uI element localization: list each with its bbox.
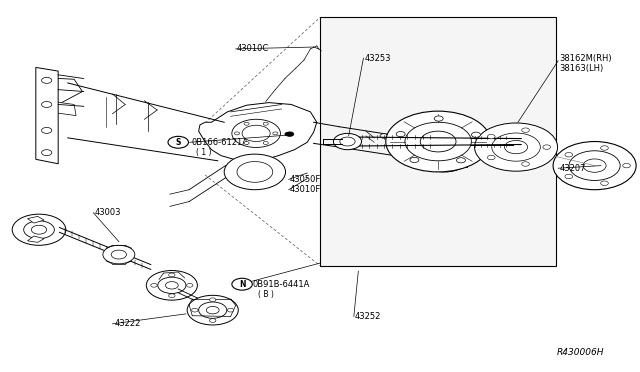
Circle shape xyxy=(600,181,608,186)
Circle shape xyxy=(31,225,47,234)
Circle shape xyxy=(244,141,249,144)
Text: N: N xyxy=(239,280,245,289)
Polygon shape xyxy=(198,103,317,161)
Polygon shape xyxy=(47,101,76,116)
Circle shape xyxy=(569,151,620,180)
Circle shape xyxy=(410,157,419,163)
Circle shape xyxy=(242,125,270,141)
Circle shape xyxy=(166,282,178,289)
Circle shape xyxy=(553,141,636,190)
Circle shape xyxy=(522,128,529,132)
Text: 43003: 43003 xyxy=(95,208,121,217)
Circle shape xyxy=(209,298,216,302)
Circle shape xyxy=(187,295,238,325)
Circle shape xyxy=(103,245,135,264)
Circle shape xyxy=(380,134,388,138)
Text: 43207: 43207 xyxy=(559,164,586,173)
Circle shape xyxy=(12,214,66,245)
Text: ( 1 ): ( 1 ) xyxy=(196,148,212,157)
Circle shape xyxy=(623,163,630,168)
Polygon shape xyxy=(45,78,83,105)
Circle shape xyxy=(286,132,294,137)
Circle shape xyxy=(522,162,529,166)
Polygon shape xyxy=(36,67,58,164)
Circle shape xyxy=(488,134,495,139)
Circle shape xyxy=(285,132,291,136)
Text: 43252: 43252 xyxy=(355,312,381,321)
Circle shape xyxy=(456,158,465,163)
Circle shape xyxy=(340,137,355,146)
Circle shape xyxy=(42,77,52,83)
Circle shape xyxy=(386,111,490,172)
Circle shape xyxy=(504,140,527,154)
Circle shape xyxy=(169,294,175,298)
Circle shape xyxy=(232,119,280,147)
Text: 43253: 43253 xyxy=(365,54,391,62)
Circle shape xyxy=(158,277,186,294)
Circle shape xyxy=(543,145,550,149)
Circle shape xyxy=(432,166,437,169)
Circle shape xyxy=(434,116,443,121)
Text: 43050F: 43050F xyxy=(290,175,321,184)
Circle shape xyxy=(420,131,456,152)
Circle shape xyxy=(565,174,573,179)
Circle shape xyxy=(198,302,227,318)
Circle shape xyxy=(42,102,52,108)
Circle shape xyxy=(232,278,252,290)
Circle shape xyxy=(474,123,557,171)
Circle shape xyxy=(42,150,52,155)
Circle shape xyxy=(237,161,273,182)
Circle shape xyxy=(600,146,608,150)
Polygon shape xyxy=(434,142,461,172)
Circle shape xyxy=(565,153,573,157)
Circle shape xyxy=(452,166,458,169)
Circle shape xyxy=(452,145,458,148)
Text: ( B ): ( B ) xyxy=(258,290,274,299)
Circle shape xyxy=(488,155,495,160)
Circle shape xyxy=(151,283,157,287)
Circle shape xyxy=(209,319,216,323)
Circle shape xyxy=(472,132,481,137)
Text: S: S xyxy=(175,138,181,147)
Circle shape xyxy=(419,142,470,172)
Circle shape xyxy=(396,132,405,137)
Text: 43010C: 43010C xyxy=(237,44,269,53)
Circle shape xyxy=(224,154,285,190)
Circle shape xyxy=(263,122,268,125)
Text: 43010F: 43010F xyxy=(290,185,321,194)
Circle shape xyxy=(206,307,219,314)
Circle shape xyxy=(168,137,188,148)
Circle shape xyxy=(492,133,540,161)
Circle shape xyxy=(273,132,278,135)
Circle shape xyxy=(583,159,606,172)
Circle shape xyxy=(227,308,234,312)
Polygon shape xyxy=(28,236,44,242)
Text: 0B166-6121A: 0B166-6121A xyxy=(191,138,248,147)
Circle shape xyxy=(405,122,471,161)
Circle shape xyxy=(186,283,193,287)
Circle shape xyxy=(111,250,127,259)
Text: R430006H: R430006H xyxy=(557,348,604,357)
Circle shape xyxy=(333,134,362,150)
Polygon shape xyxy=(28,217,44,223)
Circle shape xyxy=(234,132,239,135)
Circle shape xyxy=(432,145,437,148)
Circle shape xyxy=(169,273,175,277)
Text: 38162M(RH): 38162M(RH) xyxy=(559,54,612,62)
Circle shape xyxy=(24,221,54,238)
Circle shape xyxy=(244,122,249,125)
Circle shape xyxy=(147,270,197,300)
Text: 43222: 43222 xyxy=(115,320,141,328)
Circle shape xyxy=(42,128,52,134)
Circle shape xyxy=(263,141,268,144)
Circle shape xyxy=(191,308,198,312)
Text: 0B91B-6441A: 0B91B-6441A xyxy=(253,280,310,289)
Circle shape xyxy=(429,148,460,166)
Text: 38163(LH): 38163(LH) xyxy=(559,64,604,73)
Circle shape xyxy=(422,155,427,158)
Circle shape xyxy=(463,155,467,158)
Bar xyxy=(320,17,556,266)
